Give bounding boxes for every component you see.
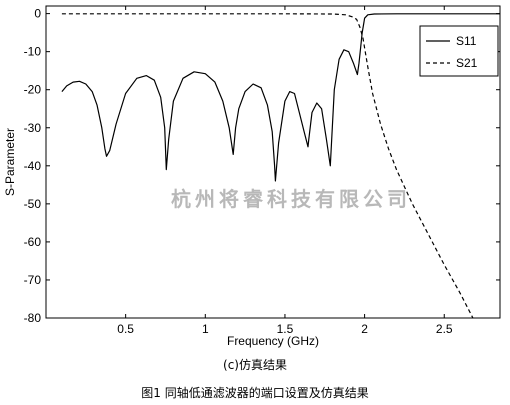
- x-tick-label: 1.5: [277, 322, 294, 336]
- watermark: 杭州将睿科技有限公司: [171, 187, 411, 211]
- y-tick-label: -40: [24, 159, 42, 173]
- x-tick-label: 0.5: [117, 322, 134, 336]
- plot-frame: [45, 5, 501, 319]
- series-line-s21: [61, 13, 474, 319]
- figure-caption: 图1 同轴低通滤波器的端口设置及仿真结果: [141, 386, 369, 400]
- y-tick-label: -60: [24, 235, 42, 249]
- y-tick-label: -80: [24, 311, 42, 325]
- y-tick-label: -20: [24, 83, 42, 97]
- x-tick-label: 1: [202, 322, 209, 336]
- y-tick-label: -50: [24, 197, 42, 211]
- watermark-text: 杭州将睿科技有限公司: [171, 187, 411, 211]
- x-tick-label: 2.5: [436, 322, 453, 336]
- y-tick-label: 0: [34, 7, 41, 21]
- legend-label-s21: S21: [456, 56, 478, 70]
- legend: S11 S21: [419, 25, 499, 77]
- sub-caption: (c)仿真结果: [223, 358, 287, 372]
- x-tick-label: 2: [361, 322, 368, 336]
- y-tick-label: -30: [24, 121, 42, 135]
- legend-box: [419, 25, 499, 77]
- plot-series: [61, 13, 500, 319]
- x-axis-label: Frequency (GHz): [227, 334, 319, 348]
- legend-label-s11: S11: [456, 34, 477, 48]
- y-axis-label: S-Parameter: [3, 128, 17, 196]
- y-tick-label: -10: [24, 45, 42, 59]
- series-line-s11: [61, 13, 500, 182]
- y-tick-label: -70: [24, 273, 42, 287]
